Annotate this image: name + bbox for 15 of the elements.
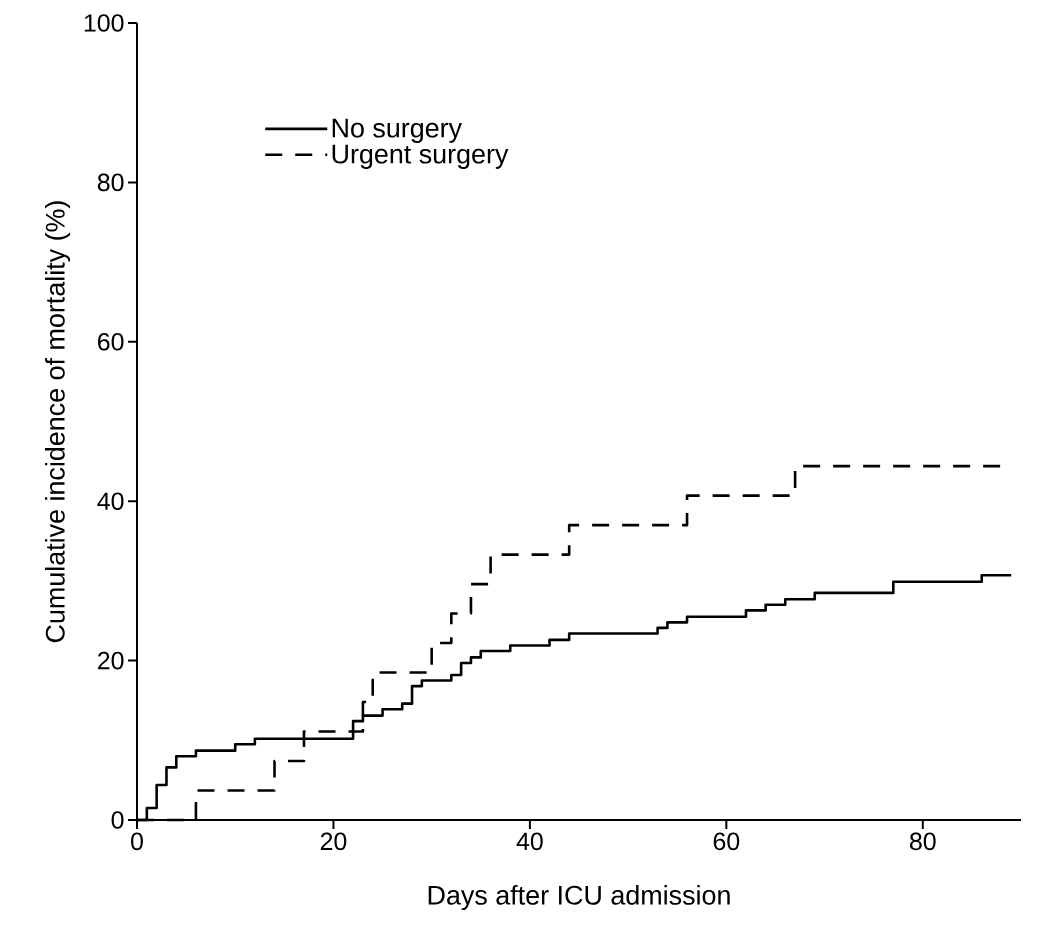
y-tick-label: 100 bbox=[84, 14, 124, 32]
y-tick-label: 80 bbox=[97, 173, 124, 192]
y-tick-label: 60 bbox=[98, 332, 124, 351]
x-tick-label: 80 bbox=[910, 832, 936, 851]
x-tick-label: 0 bbox=[131, 832, 143, 851]
x-tick-label: 40 bbox=[516, 832, 543, 851]
y-tick-label: 40 bbox=[97, 492, 124, 511]
x-tick-label: 20 bbox=[320, 832, 347, 851]
y-tick-label: 20 bbox=[98, 651, 124, 670]
legend-label: No surgery bbox=[332, 118, 463, 143]
x-tick-label: 60 bbox=[713, 832, 740, 851]
x-axis-title: Days after ICU admission bbox=[428, 884, 730, 911]
y-axis-title: Cumulative incidence of mortality (%) bbox=[45, 201, 71, 643]
legend-label: Urgent surgery bbox=[332, 144, 509, 169]
y-tick-label: 0 bbox=[111, 811, 124, 829]
